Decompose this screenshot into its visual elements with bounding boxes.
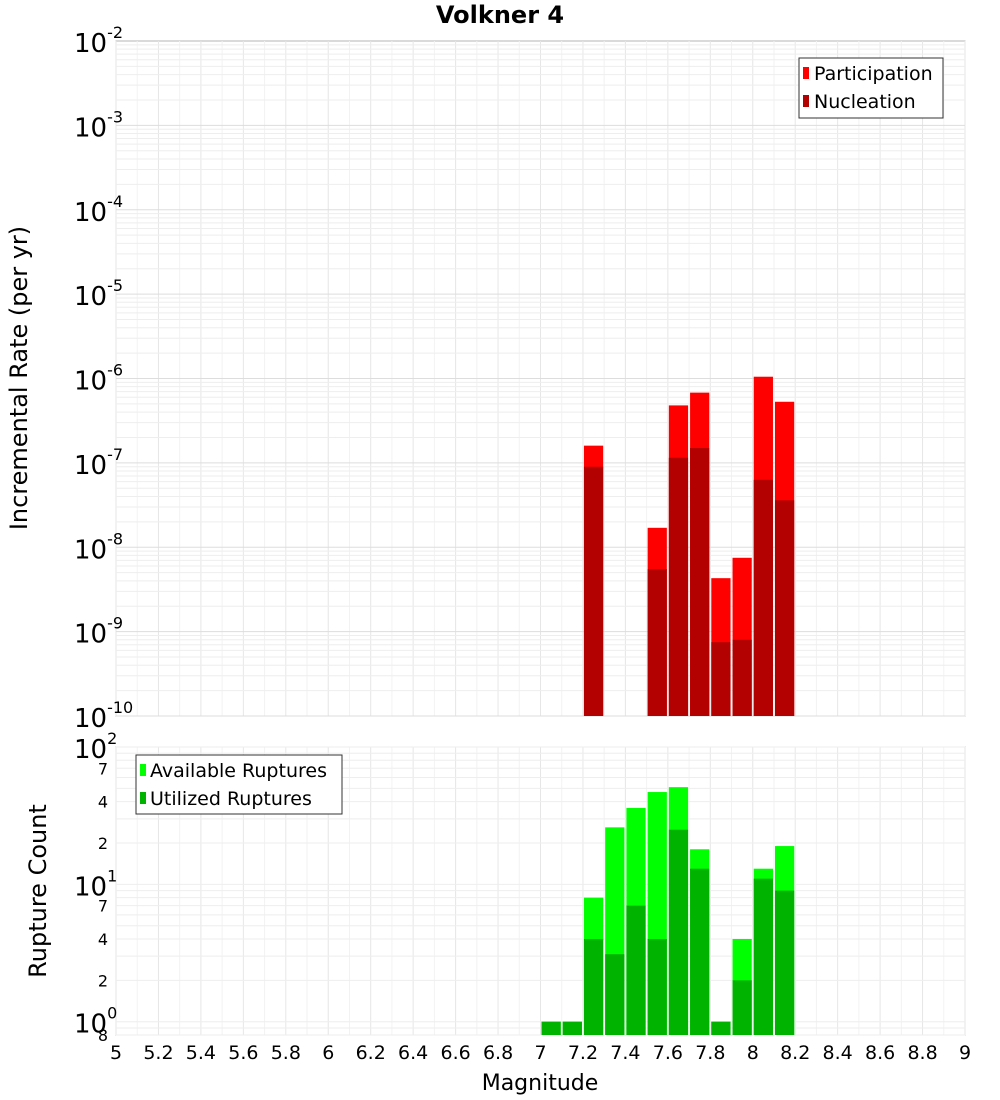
bottom-legend-box bbox=[135, 754, 343, 815]
legend-label-participation: Participation bbox=[814, 63, 933, 85]
nucleation-bar bbox=[668, 457, 689, 716]
x-tick-label: 7.8 bbox=[695, 1042, 725, 1064]
nucleation-bar bbox=[732, 639, 752, 716]
x-tick-label: 6.4 bbox=[398, 1042, 428, 1064]
bottom-y-axis-label: Rupture Count bbox=[24, 804, 52, 978]
utilized-ruptures-bar bbox=[668, 829, 689, 1035]
top-y-tick-label: 10-4 bbox=[74, 192, 123, 228]
top-y-tick-label: 10-8 bbox=[74, 529, 123, 565]
utilized-ruptures-bar bbox=[626, 905, 646, 1035]
top-gridlines bbox=[115, 41, 966, 717]
top-y-tick-label: 10-5 bbox=[74, 276, 123, 312]
legend-swatch-participation bbox=[803, 67, 809, 79]
x-tick-label: 9 bbox=[959, 1042, 971, 1064]
x-tick-label: 5.4 bbox=[186, 1042, 216, 1064]
x-tick-label: 5.2 bbox=[143, 1042, 173, 1064]
x-tick-label: 6.8 bbox=[483, 1042, 513, 1064]
legend-label-nucleation: Nucleation bbox=[814, 91, 916, 113]
legend-label-utilized-ruptures: Utilized Ruptures bbox=[150, 788, 312, 810]
nucleation-bar bbox=[774, 500, 795, 716]
nucleation-bar bbox=[711, 642, 731, 716]
x-tick-label: 7.4 bbox=[610, 1042, 640, 1064]
bottom-y-minor-tick-label: 4 bbox=[98, 930, 108, 949]
legend-swatch-utilized-ruptures bbox=[140, 792, 146, 804]
top-y-tick-label: 10-3 bbox=[74, 107, 123, 143]
x-tick-label: 8.4 bbox=[823, 1042, 853, 1064]
bottom-y-minor-tick-label: 8 bbox=[98, 1026, 108, 1045]
bottom-y-minor-tick-label: 2 bbox=[98, 971, 108, 990]
bottom-legend: Available Ruptures Utilized Ruptures bbox=[135, 754, 343, 815]
nucleation-bar bbox=[753, 479, 773, 716]
x-tick-label: 6.2 bbox=[356, 1042, 386, 1064]
top-y-tick-label: 10-2 bbox=[74, 23, 123, 59]
bottom-y-minor-tick-label: 7 bbox=[98, 759, 108, 778]
bottom-bars bbox=[541, 787, 795, 1035]
bottom-y-minor-tick-label: 7 bbox=[98, 897, 108, 916]
legend-swatch-nucleation bbox=[803, 95, 809, 107]
x-axis-label: Magnitude bbox=[482, 1071, 599, 1096]
bottom-y-minor-tick-label: 4 bbox=[98, 793, 108, 812]
nucleation-bar bbox=[647, 569, 667, 716]
bottom-panel: 102 101 100 7 4 2 7 4 2 8 5 5.2 5.4 5.6 5.8 6 6.2 6.4 6.6… bbox=[24, 729, 971, 1096]
utilized-ruptures-bar bbox=[690, 868, 710, 1035]
utilized-ruptures-bar bbox=[562, 1021, 582, 1035]
utilized-ruptures-bar bbox=[753, 878, 773, 1035]
top-legend: Participation Nucleation bbox=[798, 57, 944, 119]
legend-label-available-ruptures: Available Ruptures bbox=[150, 760, 327, 782]
x-tick-label: 7 bbox=[534, 1042, 546, 1064]
top-y-tick-label: 10-6 bbox=[74, 361, 123, 397]
top-bars bbox=[583, 376, 795, 716]
chart-title: Volkner 4 bbox=[436, 1, 564, 29]
nucleation-bar bbox=[690, 448, 710, 716]
bottom-y-minor-tick-label: 2 bbox=[98, 834, 108, 853]
x-tick-label: 8.8 bbox=[907, 1042, 937, 1064]
utilized-ruptures-bar bbox=[774, 890, 795, 1035]
utilized-ruptures-bar bbox=[647, 939, 667, 1035]
bottom-y-tick-label: 101 bbox=[74, 866, 117, 902]
nucleation-bar bbox=[583, 466, 604, 716]
x-tick-label: 8.6 bbox=[865, 1042, 895, 1064]
utilized-ruptures-bar bbox=[541, 1021, 561, 1035]
top-y-tick-labels: 10-2 10-3 10-4 10-5 10-6 10-7 10-8 10-9 10-10 bbox=[74, 23, 133, 734]
top-panel: 10-2 10-3 10-4 10-5 10-6 10-7 10-8 10-9 10-10 In… bbox=[5, 23, 966, 734]
x-tick-label: 6 bbox=[322, 1042, 334, 1064]
x-tick-label: 8 bbox=[747, 1042, 759, 1064]
bottom-y-tick-labels: 102 101 100 7 4 2 7 4 2 8 bbox=[74, 729, 117, 1045]
utilized-ruptures-bar bbox=[605, 954, 625, 1035]
legend-swatch-available-ruptures bbox=[140, 764, 146, 776]
x-tick-label: 5.6 bbox=[228, 1042, 258, 1064]
top-y-tick-label: 10-7 bbox=[74, 445, 123, 481]
x-tick-label: 6.6 bbox=[440, 1042, 470, 1064]
top-y-axis-label: Incremental Rate (per yr) bbox=[5, 226, 33, 530]
x-tick-label: 8.2 bbox=[780, 1042, 810, 1064]
utilized-ruptures-bar bbox=[583, 939, 604, 1035]
x-tick-label: 5 bbox=[110, 1042, 122, 1064]
top-y-tick-label: 10-9 bbox=[74, 614, 123, 650]
top-y-tick-label: 10-10 bbox=[74, 698, 133, 734]
x-tick-label: 5.8 bbox=[271, 1042, 301, 1064]
x-tick-labels: 5 5.2 5.4 5.6 5.8 6 6.2 6.4 6.6 6.8 7 7.2 7.4 7.6 7.8 8… bbox=[110, 1042, 971, 1064]
utilized-ruptures-bar bbox=[732, 980, 752, 1035]
x-tick-label: 7.6 bbox=[653, 1042, 683, 1064]
utilized-ruptures-bar bbox=[711, 1021, 731, 1035]
x-tick-label: 7.2 bbox=[568, 1042, 598, 1064]
bottom-y-tick-label: 102 bbox=[74, 729, 117, 765]
top-legend-box bbox=[798, 57, 944, 119]
bottom-y-tick-label: 100 bbox=[74, 1004, 117, 1040]
